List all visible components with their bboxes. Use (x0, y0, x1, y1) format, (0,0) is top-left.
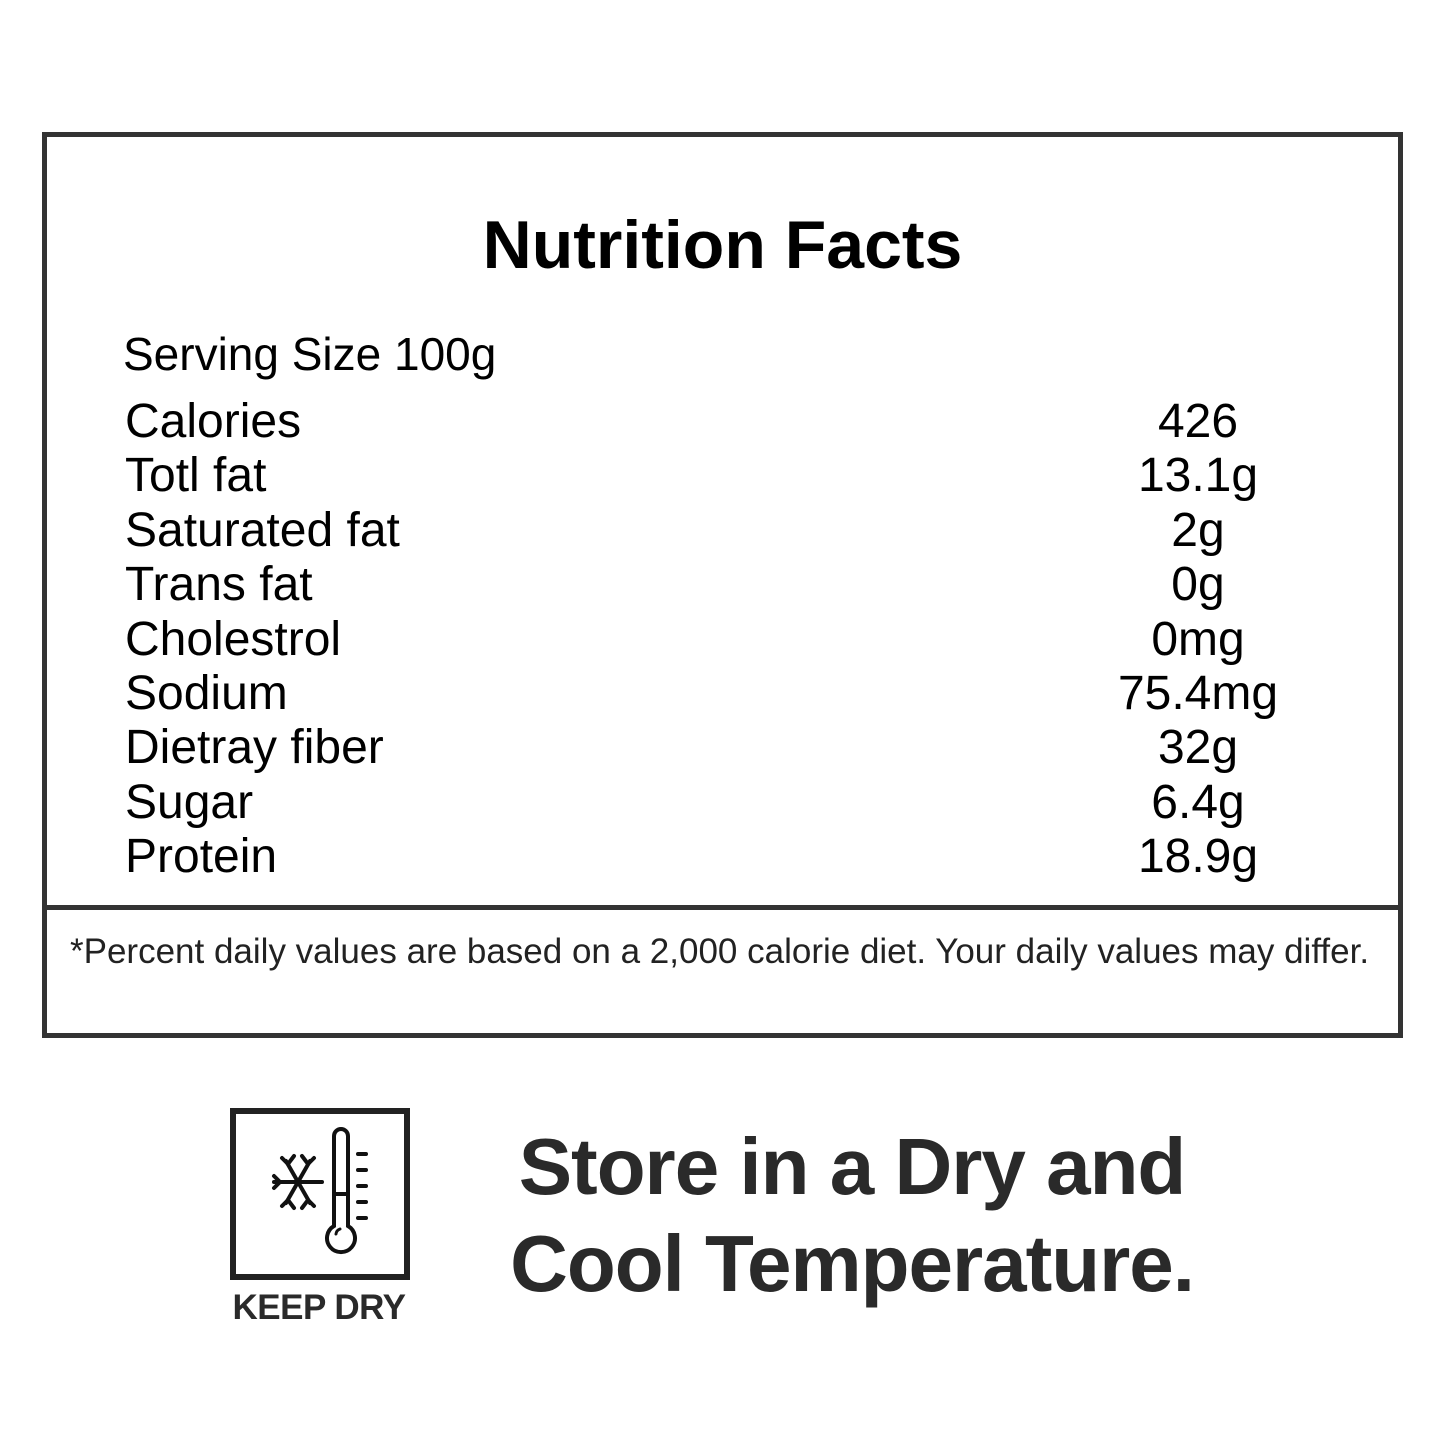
nutrient-row: Dietray fiber 32g (125, 721, 1365, 775)
footnote: *Percent daily values are based on a 2,0… (70, 932, 1370, 971)
serving-size: Serving Size 100g (123, 328, 497, 380)
nutrient-row: Cholestrol 0mg (125, 613, 1365, 667)
nutrient-label: Saturated fat (125, 503, 400, 557)
nutrient-value: 0mg (1151, 612, 1245, 666)
divider (47, 905, 1398, 910)
nutrient-label: Trans fat (125, 558, 313, 612)
nutrient-value: 426 (1157, 395, 1239, 448)
nutrient-value: 0g (1171, 558, 1225, 612)
nutrient-value: 75.4mg (1117, 666, 1279, 720)
nutrient-value: 6.4g (1151, 775, 1245, 829)
nutrient-label: Sugar (125, 775, 254, 829)
nutrient-row: Calories 426 (125, 395, 1365, 449)
nutrient-row: Saturated fat 2g (125, 504, 1365, 558)
nutrient-label: Cholestrol (125, 612, 342, 666)
storage-instructions: Store in a Dry and Cool Temperature. (462, 1118, 1242, 1312)
storage-line-2: Cool Temperature. (510, 1219, 1195, 1308)
nutrient-label: Dietray fiber (125, 721, 384, 775)
nutrient-row: Totl fat 13.1g (125, 449, 1365, 503)
snowflake-thermometer-icon (230, 1108, 410, 1280)
nutrition-facts-panel: Nutrition Facts Serving Size 100g Calori… (42, 132, 1403, 1038)
nutrient-value: 18.9g (1137, 830, 1259, 884)
nutrient-label: Calories (125, 395, 302, 448)
nutrition-title: Nutrition Facts (482, 207, 963, 283)
nutrient-row: Sugar 6.4g (125, 776, 1365, 830)
storage-line-1: Store in a Dry and (518, 1122, 1187, 1211)
nutrient-label: Totl fat (125, 449, 267, 503)
nutrient-row: Trans fat 0g (125, 558, 1365, 612)
nutrient-row: Protein 18.9g (125, 830, 1365, 884)
nutrient-value: 2g (1171, 503, 1225, 557)
nutrient-value: 32g (1157, 721, 1239, 775)
nutrient-label: Protein (125, 830, 278, 884)
keep-dry-label: KEEP DRY (232, 1288, 407, 1327)
nutrient-label: Sodium (125, 666, 288, 720)
nutrient-value: 13.1g (1137, 449, 1259, 503)
nutrient-row: Sodium 75.4mg (125, 667, 1365, 721)
nutrient-list: Calories 426 Totl fat 13.1g Saturated fat 2… (125, 395, 1365, 885)
